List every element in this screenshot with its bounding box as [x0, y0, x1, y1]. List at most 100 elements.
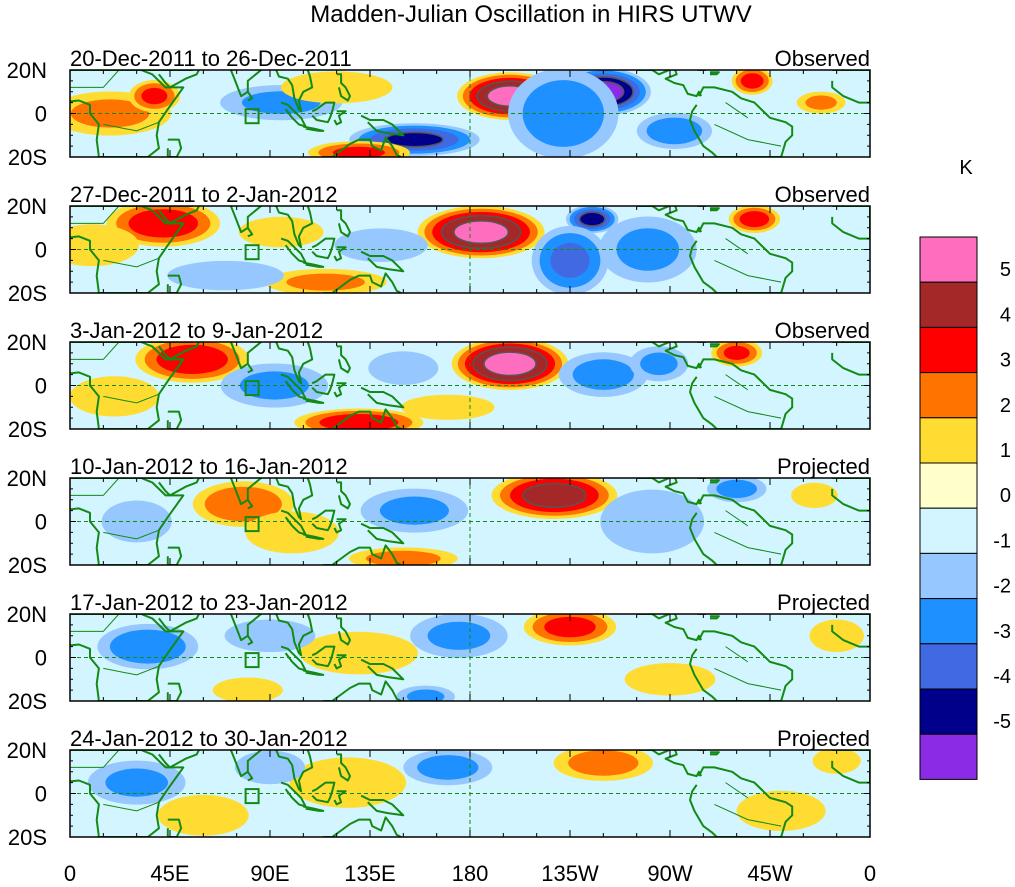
coastline-africa: [70, 750, 185, 837]
contour-level: [105, 768, 168, 797]
coastline-india: [229, 478, 263, 506]
y-tick-label: 0: [35, 374, 47, 399]
contour-level: [238, 216, 324, 248]
coastline-africa: [70, 206, 185, 293]
anomaly-blob: [264, 268, 387, 293]
country-border: [725, 102, 749, 119]
coastline-seasia: [275, 342, 314, 385]
coastline-samerica: [689, 86, 794, 157]
y-tick-label: 20N: [7, 330, 47, 355]
country-border: [70, 750, 120, 768]
coastline-wafrica2: [831, 342, 870, 376]
anomaly-blob: [531, 225, 609, 293]
contour-level: [224, 619, 316, 653]
x-tick-label: 45W: [747, 861, 792, 886]
country-border: [714, 259, 782, 283]
coastline-arabia: [147, 342, 201, 361]
contour-level: [640, 352, 678, 376]
coastline-madagascar: [166, 410, 183, 429]
contour-level: [453, 220, 510, 245]
coastline-arabia: [147, 750, 201, 769]
coastlines: [70, 70, 870, 157]
coastline-seasia: [275, 750, 314, 793]
coastline-philippines: [336, 481, 351, 510]
colorbar-swatch: [919, 372, 978, 419]
anomaly-blob: [135, 342, 250, 383]
colorbar-label: 2: [1000, 395, 1011, 417]
coastline-borneo: [311, 101, 336, 124]
anomaly-blob: [70, 224, 139, 267]
panel-1: 20N 0 20S 20-Dec-2011 to 26-Dec-2011 Observe…: [7, 46, 871, 170]
coastline-java: [303, 261, 325, 268]
coastline-arabia: [147, 478, 201, 497]
coastline-africa: [70, 614, 185, 701]
coastlines: [70, 750, 870, 837]
coastline-philippines: [336, 73, 351, 102]
panel-period: 24-Jan-2012 to 30-Jan-2012: [70, 726, 348, 751]
panel-4: 20N 0 20S 10-Jan-2012 to 16-Jan-2012 Project…: [7, 454, 871, 578]
coastline-newguinea: [360, 386, 405, 409]
coastline-seasia: [275, 206, 314, 249]
coastline-newguinea: [360, 522, 405, 545]
colorbar-label: -4: [993, 666, 1011, 688]
panel-status: Observed: [775, 318, 870, 343]
y-tick-label: 20N: [7, 738, 47, 763]
coastline-philippines: [336, 617, 351, 646]
coastline-sumatra: [280, 373, 307, 400]
region-box: [244, 108, 260, 125]
country-border: [103, 529, 160, 540]
contour-level: [281, 71, 393, 104]
y-tick-label: 20S: [8, 553, 47, 578]
x-tick-label: 180: [452, 861, 489, 886]
anomaly-blob: [791, 482, 838, 508]
contour-level: [568, 750, 639, 776]
chart-title: Madden-Julian Oscillation in HIRS UTWV: [310, 1, 751, 28]
coastline-borneo: [311, 781, 336, 804]
region-box: [244, 652, 260, 669]
colorbar-label: -2: [993, 576, 1011, 598]
anomaly-field: [70, 206, 870, 293]
panel-period: 27-Dec-2011 to 2-Jan-2012: [70, 182, 337, 207]
coastline-java: [303, 125, 325, 132]
anomaly-blob: [728, 206, 781, 233]
anomaly-blob: [731, 70, 773, 95]
panel-period: 20-Dec-2011 to 26-Dec-2011: [70, 46, 352, 71]
coastline-australia: [323, 816, 402, 837]
country-border: [103, 121, 160, 132]
anomaly-blob: [167, 260, 284, 291]
colorbar-swatch: [919, 552, 978, 600]
coastline-sumatra: [280, 237, 307, 264]
panels-group: 20N 0 20S 20-Dec-2011 to 26-Dec-2011 Observe…: [7, 46, 871, 850]
anomaly-blob: [417, 206, 545, 259]
contour-level: [544, 616, 596, 638]
coastline-java: [303, 533, 325, 540]
colorbar-swatch: [919, 733, 978, 780]
coastline-hispaniola: [710, 207, 720, 212]
coastline-africa: [70, 342, 185, 429]
coastline-hispaniola: [710, 479, 720, 484]
colorbar: 5 4 3 2 1 0 -1 -2 -3 -4 -5: [919, 236, 1011, 780]
country-border: [70, 342, 120, 360]
anomaly-blob: [360, 488, 469, 533]
anomaly-blob: [629, 346, 689, 382]
colorbar-label: -5: [993, 711, 1011, 733]
country-border: [70, 206, 120, 224]
coastline-samerica: [689, 494, 794, 565]
contour-level: [805, 95, 837, 110]
y-tick-label: 20S: [8, 689, 47, 714]
x-tick-label: 135E: [344, 861, 395, 886]
coastline-taiwan: [337, 331, 341, 338]
contour-level: [740, 73, 764, 89]
coastline-hispaniola: [710, 751, 720, 756]
coastline-samerica: [689, 358, 794, 429]
colorbar-swatch: [919, 688, 978, 735]
panel-6: 20N 0 20S 24-Jan-2012 to 30-Jan-2012 Project…: [7, 726, 871, 850]
contour-level: [550, 242, 590, 278]
anomaly-blob: [401, 394, 495, 420]
coastline-srilanka: [246, 227, 254, 238]
coastline-australia: [323, 408, 402, 429]
y-tick-label: 20S: [8, 825, 47, 850]
contour-level: [812, 750, 861, 774]
coastline-hispaniola: [710, 343, 720, 348]
